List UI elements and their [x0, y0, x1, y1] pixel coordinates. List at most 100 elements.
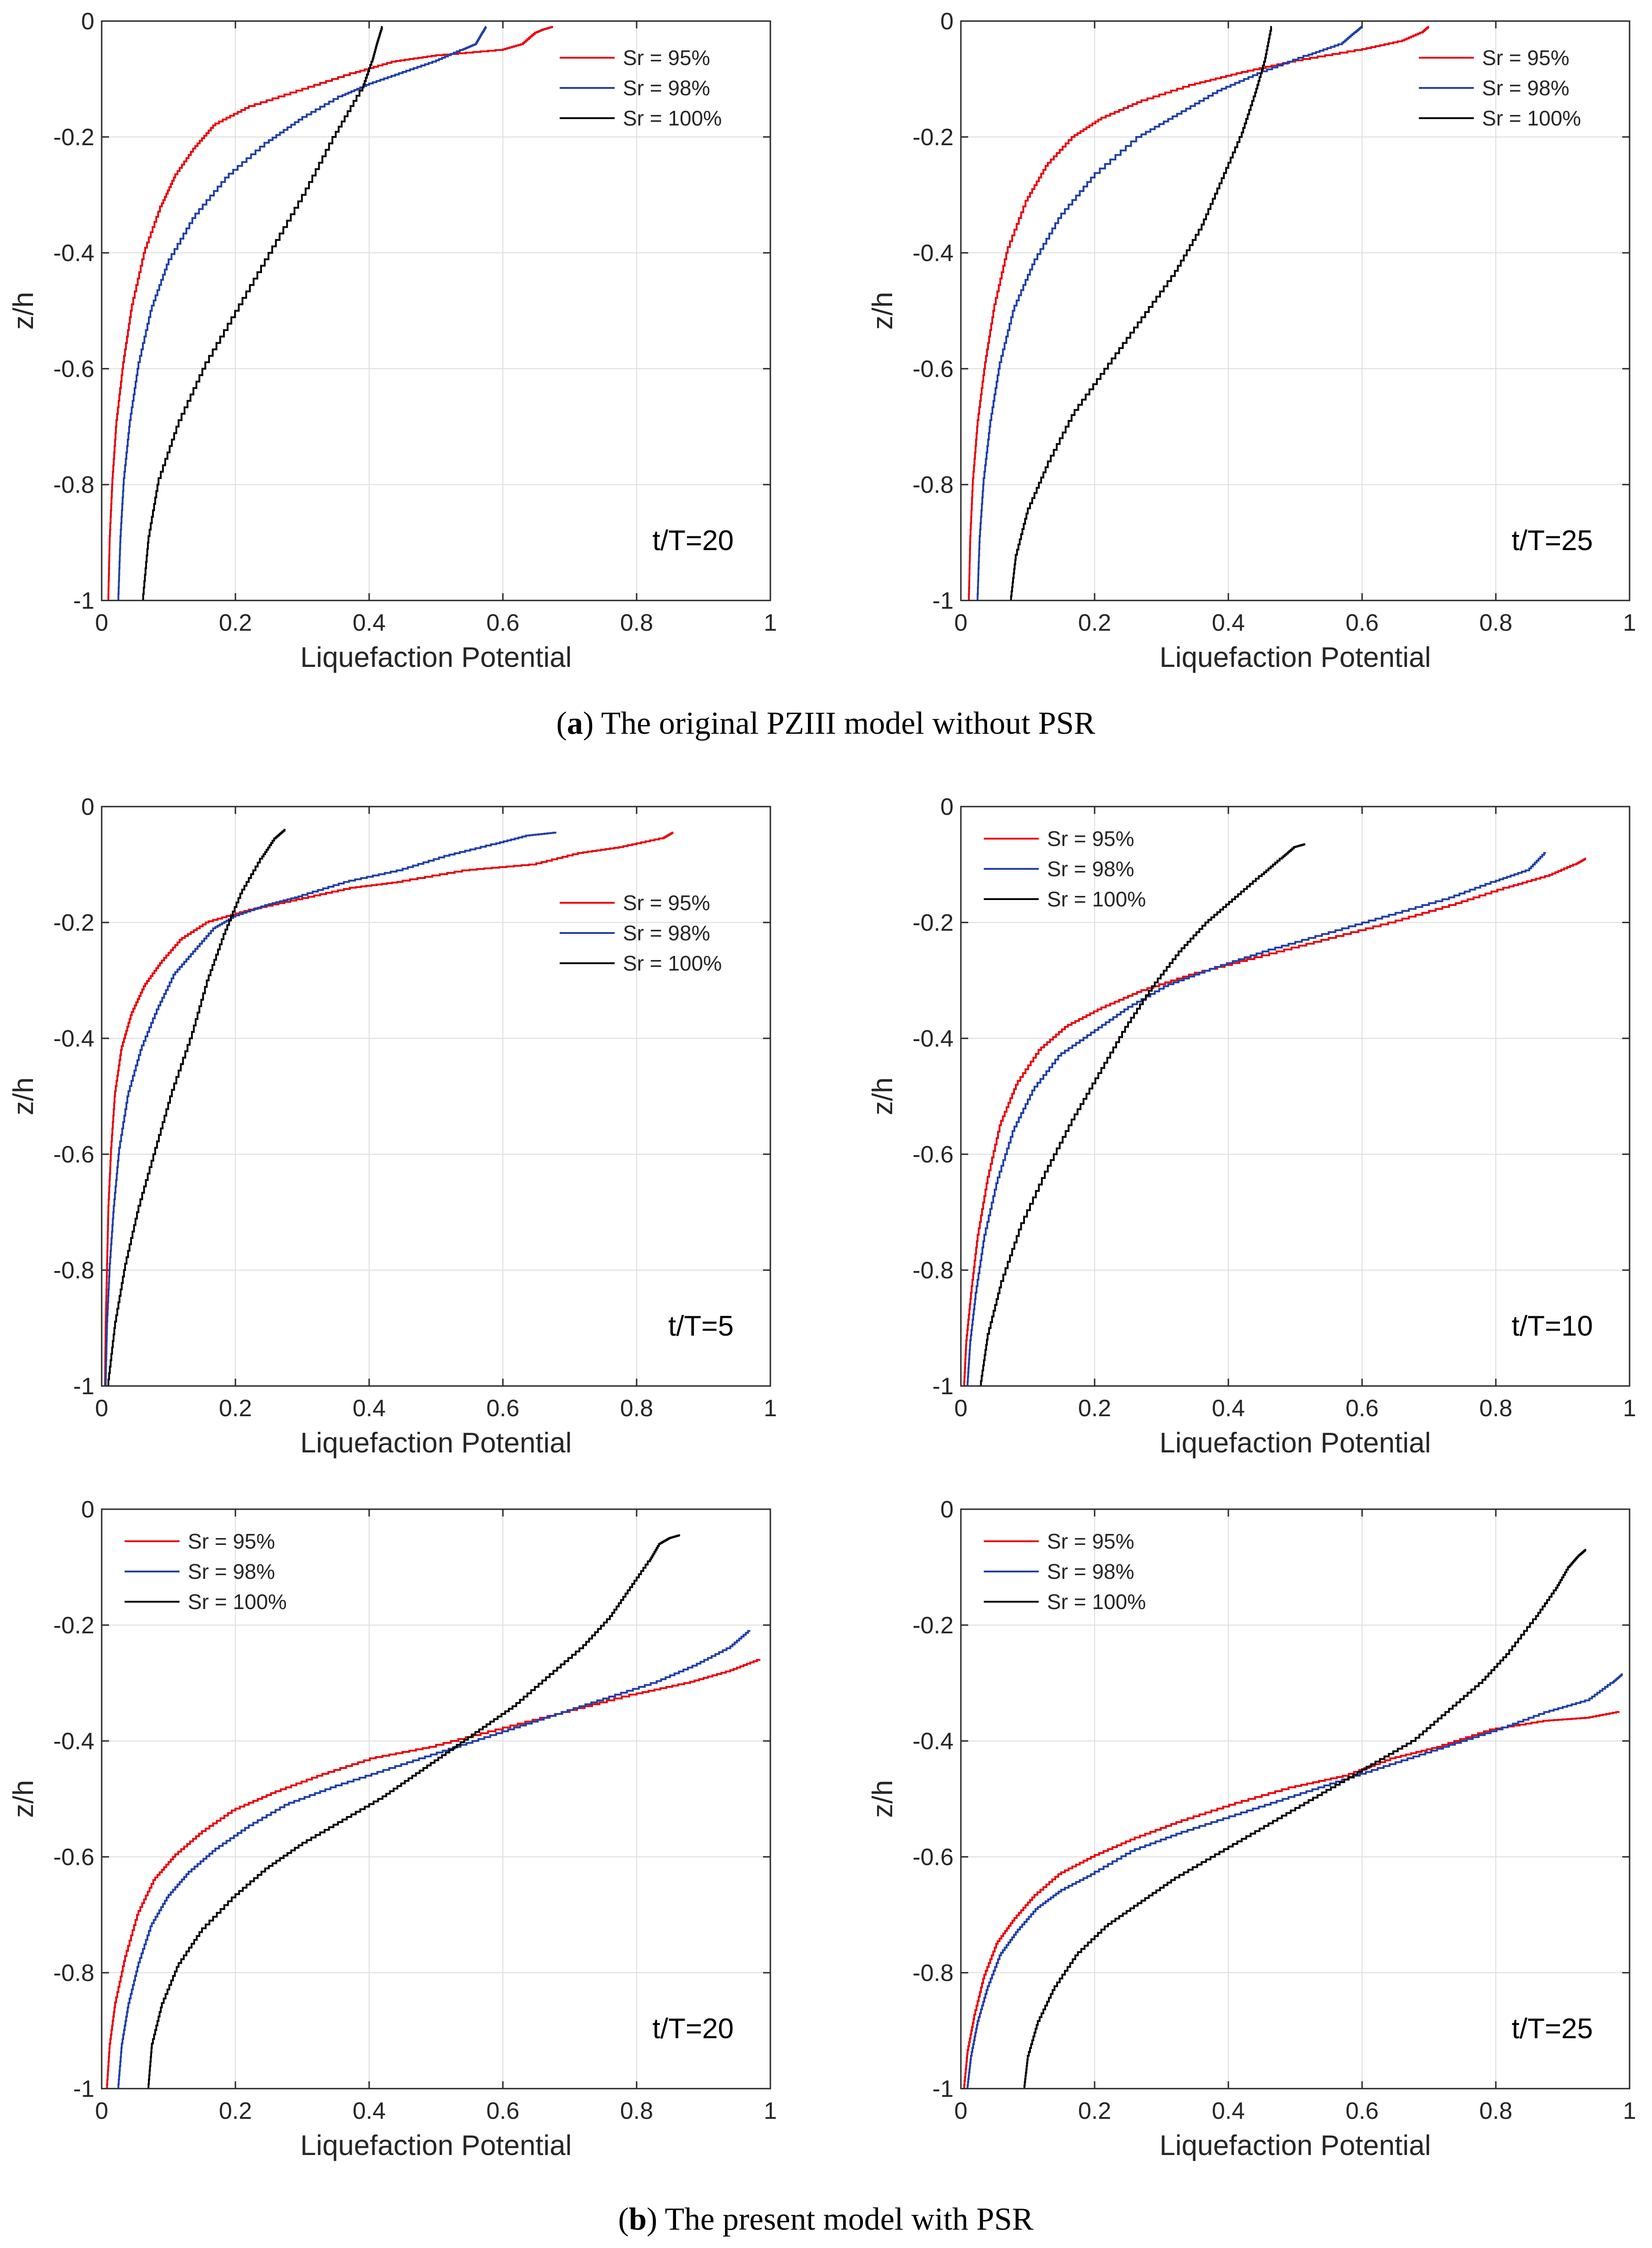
x-tick-label: 0.4	[353, 1395, 386, 1422]
plot-background	[961, 21, 1630, 600]
series-line-1	[976, 26, 1363, 600]
legend-label-2: Sr = 100%	[623, 951, 722, 975]
y-tick-label: -1	[73, 588, 94, 614]
time-annotation: t/T=20	[653, 525, 734, 557]
plot-frame	[101, 806, 771, 1387]
y-tick-label: -0.6	[53, 1141, 94, 1168]
y-tick-label: -0.6	[912, 1141, 954, 1168]
caption-a: (a) The original PZIII model without PSR	[556, 706, 1096, 741]
series-line-0	[963, 857, 1587, 1386]
x-tick-label: 0.8	[1479, 610, 1512, 636]
legend-label-1: Sr = 98%	[188, 1560, 275, 1583]
x-tick-label: 0.8	[1479, 2098, 1512, 2124]
plot-frame	[960, 806, 1630, 1387]
y-tick-label: -0.4	[912, 1728, 954, 1755]
series-line-2	[1010, 26, 1272, 600]
legend-label-2: Sr = 100%	[1047, 1590, 1146, 1614]
y-tick-label: -0.4	[912, 1026, 954, 1052]
legend-label-1: Sr = 98%	[1482, 76, 1570, 100]
y-tick-label: 0	[81, 8, 94, 35]
legend-label-2: Sr = 100%	[1482, 106, 1581, 130]
y-tick-label: -0.6	[53, 1844, 94, 1871]
x-tick-label: 0	[95, 610, 109, 636]
y-tick-label: -0.2	[53, 124, 94, 151]
series-line-2	[1023, 1549, 1587, 2089]
y-tick-label: -0.2	[912, 910, 954, 936]
series-line-1	[117, 1630, 751, 2089]
y-tick-label: -0.8	[53, 472, 94, 498]
legend-label-1: Sr = 98%	[1047, 857, 1134, 881]
y-axis-label: z/h	[8, 1780, 39, 1818]
x-tick-label: 0.8	[620, 610, 653, 636]
x-tick-label: 0	[954, 2098, 968, 2124]
plot-frame	[960, 1508, 1630, 2090]
y-tick-label: 0	[81, 794, 94, 820]
chart-panel-b3: 0 0.2 0.4 0.6 0.8 1 0 -0.2 -0.4 -0.6 -0.8 -1 Liquefa…	[8, 1496, 777, 2161]
x-tick-label: 1	[764, 610, 777, 636]
y-tick-label: -0.8	[53, 1960, 94, 1986]
legend: Sr = 95% Sr = 98% Sr = 100%	[560, 46, 722, 130]
caption-a-text: ) The original PZIII model without PSR	[583, 706, 1096, 741]
plot-frame	[960, 20, 1630, 601]
legend-label-2: Sr = 100%	[1047, 887, 1146, 911]
y-tick-label: 0	[940, 794, 954, 820]
chart-panel-a2: 0 0.2 0.4 0.6 0.8 1 0 -0.2 -0.4 -0.6 -0.8 -1 Liquefa…	[867, 8, 1636, 673]
y-tick-label: -1	[932, 2076, 954, 2102]
legend-label-2: Sr = 100%	[188, 1590, 287, 1614]
y-axis-label: z/h	[867, 1780, 899, 1818]
series-line-2	[107, 829, 286, 1386]
x-tick-label: 0.4	[353, 2098, 386, 2124]
x-tick-label: 0	[954, 610, 968, 636]
legend-label-0: Sr = 95%	[1047, 827, 1134, 851]
y-tick-label: 0	[940, 1496, 954, 1523]
y-tick-label: 0	[940, 8, 954, 35]
x-tick-label: 0.2	[1078, 610, 1111, 636]
y-tick-label: -0.4	[53, 1728, 94, 1755]
caption-b: (b) The present model with PSR	[618, 2202, 1034, 2237]
plot-frame	[101, 1508, 771, 2090]
x-tick-label: 1	[764, 2098, 777, 2124]
legend: Sr = 95% Sr = 98% Sr = 100%	[984, 827, 1146, 911]
y-tick-label: -0.4	[53, 240, 94, 267]
y-tick-label: -0.6	[912, 356, 954, 382]
x-axis-label: Liquefaction Potential	[1160, 1427, 1431, 1459]
time-annotation: t/T=20	[653, 2013, 734, 2045]
y-tick-label: -1	[73, 2076, 94, 2102]
legend-label-0: Sr = 95%	[188, 1529, 275, 1553]
x-tick-label: 0.4	[353, 610, 386, 636]
y-tick-label: -0.8	[53, 1257, 94, 1284]
chart-panels: 0 0.2 0.4 0.6 0.8 1 0 -0.2 -0.4 -0.6 -0.8 -1 Liquefa…	[8, 8, 1636, 2161]
plot-background	[102, 1509, 770, 2089]
time-annotation: t/T=10	[1512, 1310, 1593, 1342]
x-tick-label: 0.2	[219, 610, 252, 636]
series-line-1	[104, 831, 556, 1386]
y-tick-label: -0.2	[912, 1612, 954, 1639]
series-group	[107, 26, 553, 600]
series-line-2	[980, 843, 1305, 1386]
legend: Sr = 95% Sr = 98% Sr = 100%	[1419, 46, 1581, 130]
caption-a-label: a	[567, 706, 583, 741]
x-tick-label: 1	[1623, 610, 1636, 636]
series-line-0	[107, 26, 553, 600]
chart-panel-a1: 0 0.2 0.4 0.6 0.8 1 0 -0.2 -0.4 -0.6 -0.8 -1 Liquefa…	[8, 8, 777, 673]
x-tick-label: 0.6	[486, 2098, 519, 2124]
legend-label-0: Sr = 95%	[623, 891, 710, 915]
x-tick-label: 0.6	[1346, 1395, 1379, 1422]
y-tick-label: -0.2	[53, 1612, 94, 1639]
caption-b-label: b	[629, 2202, 647, 2237]
series-group	[968, 26, 1429, 600]
x-tick-label: 0.6	[1346, 610, 1379, 636]
plot-frame	[101, 20, 771, 601]
y-tick-label: -0.6	[912, 1844, 954, 1871]
x-tick-label: 0.4	[1212, 610, 1245, 636]
legend: Sr = 95% Sr = 98% Sr = 100%	[984, 1529, 1146, 1614]
legend: Sr = 95% Sr = 98% Sr = 100%	[560, 891, 722, 975]
series-line-1	[117, 26, 487, 600]
legend-label-2: Sr = 100%	[623, 106, 722, 130]
series-line-0	[106, 1659, 761, 2089]
y-tick-label: -0.4	[912, 240, 954, 267]
y-tick-label: -1	[932, 1373, 954, 1400]
series-group	[963, 1549, 1623, 2089]
y-tick-label: -0.8	[912, 1960, 954, 1986]
